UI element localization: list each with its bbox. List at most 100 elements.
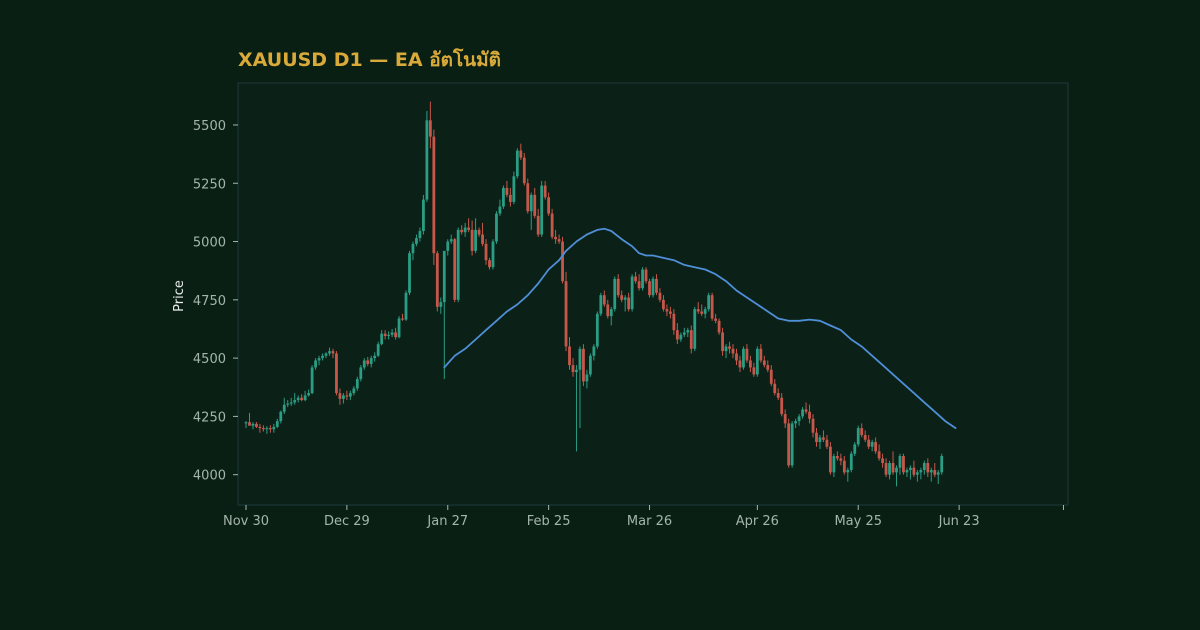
- candle-body: [707, 295, 711, 310]
- candle-body: [317, 358, 321, 361]
- candle: [846, 467, 850, 482]
- candle: [248, 412, 251, 426]
- candle-body: [502, 187, 505, 207]
- candle-body: [348, 393, 352, 397]
- candle: [689, 325, 693, 354]
- candle-body: [373, 355, 377, 359]
- candle: [818, 435, 822, 450]
- candle-body: [630, 276, 634, 310]
- candle: [397, 316, 401, 339]
- candle: [738, 355, 742, 373]
- candle-body: [321, 355, 324, 359]
- candle-body: [561, 241, 564, 282]
- candle-body: [380, 333, 384, 345]
- candle: [630, 274, 634, 312]
- candle-body: [477, 229, 481, 235]
- candle-body: [602, 295, 606, 305]
- candle-body: [717, 320, 721, 333]
- candle-body: [801, 409, 804, 417]
- candle-body: [651, 278, 655, 296]
- candle: [401, 313, 404, 321]
- candle-body: [554, 236, 557, 240]
- candle-body: [797, 416, 801, 422]
- candle-body: [929, 470, 933, 473]
- candle-body: [912, 467, 916, 475]
- candle-body: [529, 194, 533, 212]
- candle-body: [776, 393, 780, 398]
- candle-body: [533, 194, 537, 216]
- candle-body: [495, 213, 498, 242]
- candle: [620, 290, 624, 303]
- candle-body: [397, 318, 401, 338]
- candle-body: [557, 239, 561, 242]
- candle: [317, 355, 321, 366]
- candle: [362, 358, 366, 370]
- candle-body: [940, 456, 944, 473]
- candle-body: [251, 423, 255, 426]
- candle-body: [366, 360, 370, 364]
- candle-body: [508, 194, 512, 202]
- candle-body: [686, 330, 690, 333]
- candle: [422, 194, 425, 235]
- candle-body: [679, 334, 683, 340]
- candle: [328, 347, 331, 356]
- y-tick-label: 5000: [193, 236, 226, 251]
- candle-body: [404, 292, 408, 320]
- candle: [453, 238, 457, 303]
- candle-body: [453, 239, 457, 300]
- candle: [547, 192, 551, 216]
- candle-body: [568, 346, 571, 366]
- candle-body: [359, 367, 363, 380]
- candle-body: [432, 136, 436, 254]
- candle-body: [794, 421, 798, 424]
- candle: [460, 225, 464, 235]
- candle: [505, 180, 509, 198]
- candle: [251, 422, 255, 430]
- candle-body: [362, 360, 366, 368]
- candle-body: [307, 393, 311, 396]
- candle: [703, 306, 707, 319]
- candle: [265, 426, 269, 434]
- candle-body: [905, 470, 909, 473]
- candle: [651, 276, 655, 298]
- candle: [289, 397, 293, 406]
- candle-body: [682, 332, 686, 335]
- y-tick-label: 4750: [193, 294, 226, 309]
- candle: [755, 346, 759, 377]
- candle: [616, 274, 620, 298]
- chart-title: XAUUSD D1 — EA อัตโนมัติ: [238, 48, 501, 71]
- candle-body: [825, 439, 829, 447]
- candle: [432, 129, 436, 265]
- candle-body: [547, 197, 551, 214]
- candle-body: [331, 351, 335, 354]
- candle-body: [627, 297, 631, 310]
- candle: [668, 306, 672, 319]
- candle: [366, 356, 370, 367]
- candle: [728, 341, 731, 354]
- candle-body: [512, 176, 516, 202]
- candle: [926, 458, 930, 478]
- candle: [488, 257, 491, 270]
- candle: [345, 390, 349, 401]
- candle: [526, 178, 530, 214]
- candle: [811, 414, 815, 438]
- candle: [383, 330, 387, 340]
- candle: [922, 460, 926, 475]
- candle: [776, 388, 780, 401]
- candle-body: [644, 269, 648, 282]
- candle-body: [738, 360, 742, 368]
- candle: [759, 344, 763, 363]
- candle: [300, 394, 304, 402]
- candle-body: [658, 292, 662, 300]
- candle: [877, 444, 881, 461]
- candle-body: [922, 463, 926, 471]
- candle-body: [856, 428, 860, 445]
- candle: [512, 171, 516, 205]
- candle: [268, 425, 272, 433]
- candle: [665, 304, 669, 317]
- candle: [787, 418, 791, 468]
- candle-body: [881, 458, 884, 464]
- candle: [762, 355, 766, 368]
- candle: [856, 425, 860, 447]
- x-axis: Nov 30 Dec 29 Jan 27 Feb 25 Mar 26 Apr 26 May …: [223, 505, 1064, 529]
